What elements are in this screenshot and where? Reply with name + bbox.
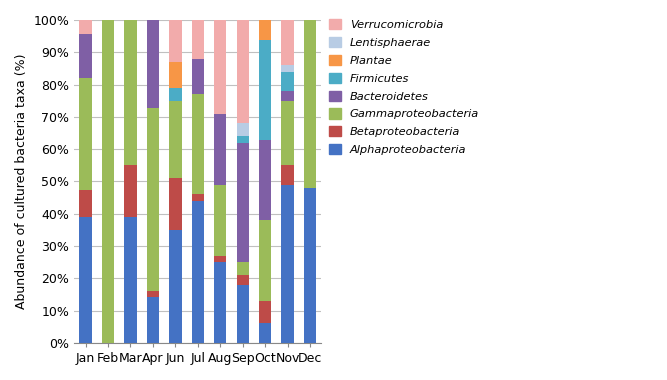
Bar [237,136,249,143]
Bar [281,165,293,185]
Bar [281,65,293,72]
Bar [169,20,181,62]
Bar [79,190,91,217]
Bar [281,72,293,91]
Bar [237,285,249,343]
Bar [237,124,249,136]
Bar [124,217,137,343]
Bar [281,91,293,101]
Bar [214,20,226,114]
Bar [169,230,181,343]
Bar [237,262,249,275]
Bar [79,33,91,78]
Bar [259,323,271,343]
Bar [169,178,181,230]
Bar [147,20,159,108]
Bar [147,108,159,291]
Bar [214,262,226,343]
Bar [259,220,271,301]
Bar [259,20,271,40]
Bar [79,78,91,190]
Bar [147,291,159,297]
Bar [191,201,204,343]
Bar [124,20,137,165]
Bar [102,20,114,343]
Bar [191,59,204,94]
Bar [191,94,204,195]
Legend: Verrucomicrobia, Lentisphaerae, Plantae, Firmicutes, Bacteroidetes, Gammaproteob: Verrucomicrobia, Lentisphaerae, Plantae,… [329,19,479,155]
Bar [124,165,137,217]
Bar [304,188,316,343]
Bar [259,40,271,140]
Bar [237,275,249,285]
Bar [237,20,249,124]
Bar [79,20,91,33]
Y-axis label: Abundance of cultured bacteria taxa (%): Abundance of cultured bacteria taxa (%) [15,54,28,309]
Bar [259,301,271,323]
Bar [147,297,159,343]
Bar [169,88,181,101]
Bar [281,101,293,165]
Bar [214,114,226,185]
Bar [281,185,293,343]
Bar [304,20,316,188]
Bar [79,217,91,343]
Bar [191,195,204,201]
Bar [259,140,271,220]
Bar [169,101,181,178]
Bar [214,256,226,262]
Bar [237,143,249,262]
Bar [191,20,204,59]
Bar [169,62,181,88]
Bar [281,20,293,65]
Bar [214,185,226,256]
